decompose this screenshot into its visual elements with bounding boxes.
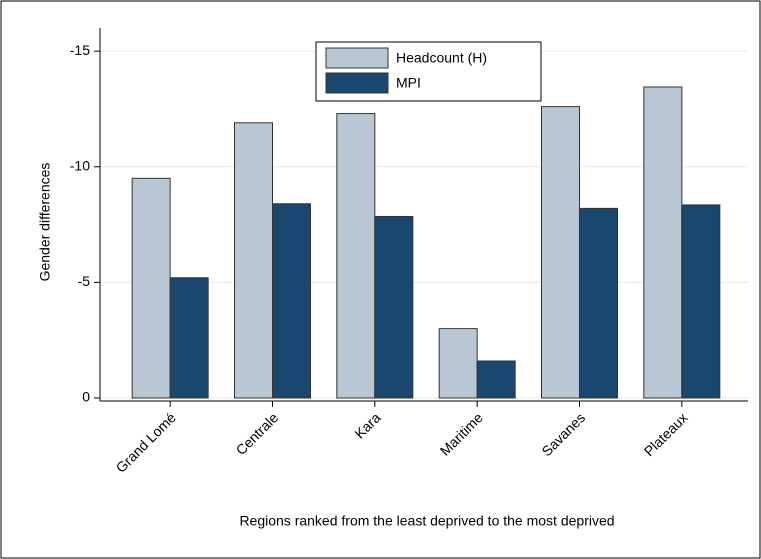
bar <box>476 360 516 399</box>
bar <box>234 122 273 399</box>
legend-label: MPI <box>396 75 421 91</box>
bar <box>541 106 580 399</box>
bar <box>681 204 721 399</box>
y-axis-label: Gender differences <box>37 163 53 282</box>
bar <box>374 215 414 399</box>
y-tick-label: -5 <box>78 273 91 289</box>
bar <box>336 113 376 399</box>
legend-swatch <box>325 72 389 94</box>
bar <box>579 207 618 399</box>
bar <box>272 203 311 399</box>
legend-swatch <box>325 47 389 69</box>
x-axis-label: Regions ranked from the least deprived t… <box>239 513 614 529</box>
y-tick-label: -15 <box>70 42 90 58</box>
bar <box>643 86 683 399</box>
bar <box>438 328 478 399</box>
y-tick-label: -10 <box>70 157 90 173</box>
bar <box>169 277 209 399</box>
bar <box>131 177 171 399</box>
y-tick-label: 0 <box>82 389 90 405</box>
legend-label: Headcount (H) <box>396 50 487 66</box>
